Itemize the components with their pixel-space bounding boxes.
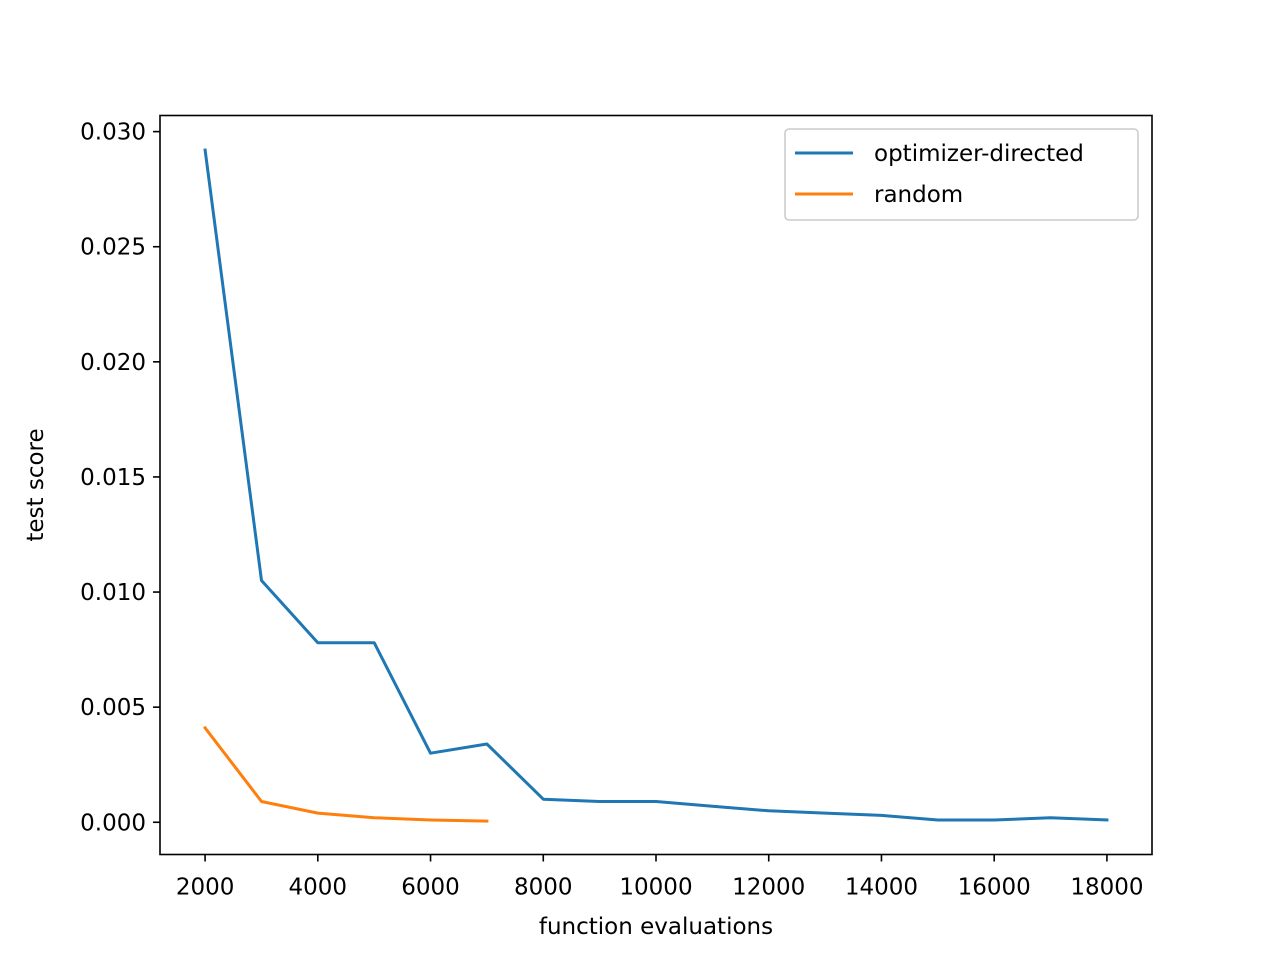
y-axis: 0.000 0.005 0.010 0.015 0.020 0.025 0.030	[80, 120, 160, 836]
x-axis-label: function evaluations	[539, 914, 773, 940]
legend: optimizer-directed random	[784, 128, 1139, 221]
series-layer	[202, 148, 1109, 823]
x-axis: 2000 4000 6000 8000 10000 12000 14000 16000 1800…	[176, 854, 1143, 901]
x-tick-label: 16000	[958, 875, 1031, 901]
series-line-optimizer-directed	[203, 148, 1109, 822]
y-axis-label: test score	[23, 428, 49, 541]
y-tick-label: 0.015	[80, 465, 146, 491]
series-line-random	[202, 725, 489, 823]
y-tick-label: 0.005	[80, 695, 146, 721]
x-tick-label: 14000	[845, 875, 918, 901]
x-tick-label: 8000	[514, 875, 573, 901]
x-tick-label: 2000	[176, 875, 235, 901]
x-tick-label: 6000	[401, 875, 460, 901]
y-tick-label: 0.025	[80, 235, 146, 261]
y-tick-label: 0.030	[80, 120, 146, 146]
y-tick-label: 0.010	[80, 580, 146, 606]
x-tick-label: 18000	[1070, 875, 1143, 901]
legend-label: random	[874, 182, 963, 208]
x-tick-label: 12000	[732, 875, 805, 901]
x-tick-label: 4000	[289, 875, 348, 901]
legend-box	[784, 128, 1139, 221]
y-tick-label: 0.000	[80, 810, 146, 836]
legend-label: optimizer-directed	[874, 141, 1084, 167]
y-tick-label: 0.020	[80, 350, 146, 376]
x-tick-label: 10000	[619, 875, 692, 901]
